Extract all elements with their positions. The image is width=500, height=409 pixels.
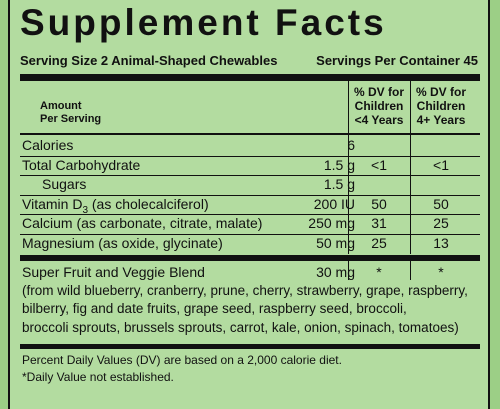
row-label: Calories [22,137,74,153]
dv1: <1 [371,156,387,173]
blend-ingredients: (from wild blueberry, cranberry, prune, … [22,282,468,298]
row-label: Vitamin D3 (as cholecalciferol) [22,195,209,216]
dv-header: <4 Years [354,113,404,127]
dv1: 50 [371,195,387,212]
amount-header: Amount [40,100,82,112]
amount: 200 IU [313,195,355,212]
dv2: * [438,263,444,280]
rule [20,234,480,235]
rule [20,175,480,177]
rule [20,74,480,81]
amount: 1.5 g [323,176,355,193]
dv1: * [376,263,382,280]
col-line [410,259,411,280]
footnote: Percent Daily Values (DV) are based on a… [22,353,342,368]
supplement-facts-label: Supplement Facts Serving Size 2 Animal-S… [8,0,490,409]
row-label: Sugars [42,176,87,193]
footnote: *Daily Value not established. [22,370,174,385]
dv2: 25 [433,215,449,232]
blend-ingredients: broccoli sprouts, brussels sprouts, carr… [22,319,459,335]
amount-header: Per Serving [40,113,102,125]
dv-header: 4+ Years [416,113,466,127]
rule [20,133,480,135]
rule [20,194,480,196]
dv1: 31 [371,215,387,232]
blend-amount: 30 mg [316,263,355,280]
col-line [410,81,411,254]
amount: 250 mg [308,215,355,232]
dv-header: % DV for [415,85,466,99]
title: Supplement Facts [20,2,387,43]
blend-label: Super Fruit and Veggie Blend [22,263,205,280]
rule [20,254,480,261]
subscript: 3 [82,204,88,216]
dv2: 50 [433,195,449,212]
rule [20,214,480,216]
col-line [348,81,349,254]
blend-ingredients: bilberry, fig and date fruits, grape see… [22,301,407,317]
serving-size: Serving Size 2 Animal-Shaped Chewables [20,53,278,68]
amount: 50 mg [316,235,355,251]
dv-header: % DV for [353,85,404,99]
rule [20,155,480,157]
amount: 6 [347,137,355,153]
row-label: Calcium (as carbonate, citrate, malate) [22,215,263,232]
amount: 1.5 g [323,156,355,173]
row-label-suffix: (as cholecalciferol) [88,195,209,212]
row-label: Total Carbohydrate [22,156,141,173]
dv2: 13 [433,235,449,251]
servings-per-container: Servings Per Container 45 [316,53,478,68]
col-line [348,259,349,280]
dv1: 25 [371,235,387,251]
dv2: <1 [433,156,449,173]
row-label: Magnesium (as oxide, glycinate) [22,235,223,251]
dv-header: Children [416,99,466,113]
rule [20,344,480,350]
dv-header: Children [354,99,404,113]
